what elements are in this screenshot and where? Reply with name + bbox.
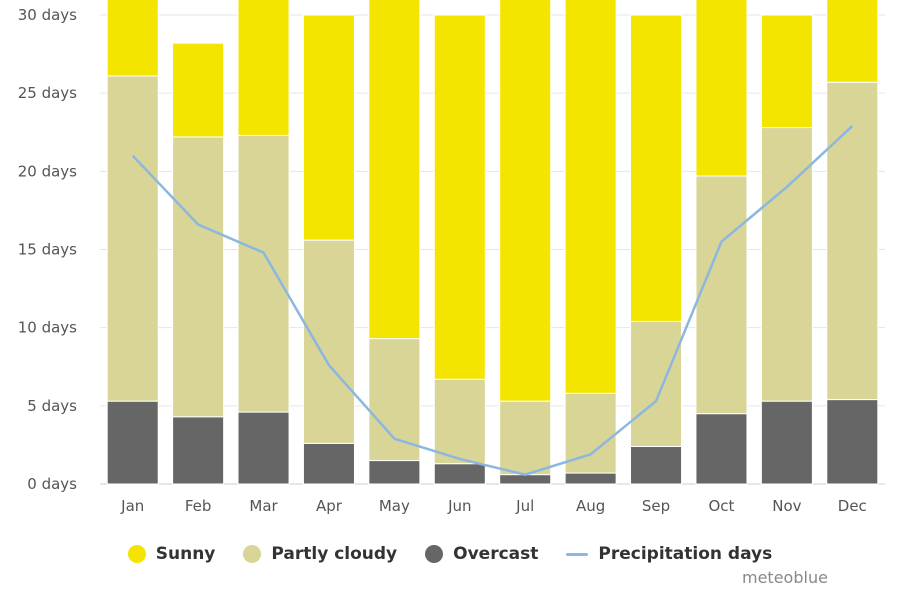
bar-sunny-oct[interactable] xyxy=(695,0,748,177)
bar-overcast-feb[interactable] xyxy=(172,416,225,485)
y-tick-label: 5 days xyxy=(27,397,77,415)
legend-item-precipitation-days[interactable]: Precipitation days xyxy=(566,544,772,564)
legend-label-partly-cloudy: Partly cloudy xyxy=(271,544,398,564)
x-tick-label: Feb xyxy=(185,497,212,515)
precipitation-line-path[interactable] xyxy=(131,125,854,476)
x-tick-label: Jan xyxy=(120,497,144,515)
bar-overcast-jul[interactable] xyxy=(499,474,552,485)
x-tick-label: Jun xyxy=(447,497,471,515)
bars xyxy=(106,0,879,485)
legend-item-overcast[interactable]: Overcast xyxy=(425,544,538,564)
bar-partly-cloudy-feb[interactable] xyxy=(172,136,225,418)
y-tick-label: 15 days xyxy=(18,241,77,259)
x-tick-label: Mar xyxy=(249,497,278,515)
bar-partly-cloudy-oct[interactable] xyxy=(695,175,748,415)
credit-text: meteoblue xyxy=(742,568,828,587)
x-tick-label: Aug xyxy=(576,497,605,515)
y-tick-label: 25 days xyxy=(18,84,77,102)
legend-item-partly-cloudy[interactable]: Partly cloudy xyxy=(243,544,397,564)
y-axis: 0 days 5 days 10 days 15 days 20 days 25 days… xyxy=(18,6,77,493)
overcast-swatch-icon xyxy=(425,545,444,563)
bar-partly-cloudy-nov[interactable] xyxy=(760,127,813,402)
precipitation-line-icon xyxy=(566,552,589,556)
bar-sunny-jun[interactable] xyxy=(433,14,486,380)
bar-partly-cloudy-jan[interactable] xyxy=(106,75,159,402)
bar-overcast-aug[interactable] xyxy=(564,472,617,485)
bar-overcast-nov[interactable] xyxy=(760,400,813,485)
bar-sunny-dec[interactable] xyxy=(826,0,879,83)
bar-sunny-jul[interactable] xyxy=(499,0,552,402)
x-tick-label: Sep xyxy=(642,497,670,515)
bar-sunny-nov[interactable] xyxy=(760,14,813,129)
y-tick-label: 0 days xyxy=(27,475,77,493)
legend: Sunny Partly cloudy Overcast Precipitati… xyxy=(0,540,900,568)
sunny-swatch-icon xyxy=(127,545,146,563)
bar-overcast-jan[interactable] xyxy=(106,400,159,485)
bar-sunny-apr[interactable] xyxy=(302,14,355,241)
bar-overcast-dec[interactable] xyxy=(826,399,879,485)
bar-overcast-mar[interactable] xyxy=(237,411,290,485)
bar-overcast-oct[interactable] xyxy=(695,413,748,485)
x-axis: Jan Feb Mar Apr May Jun Jul Aug Sep Oct Nov Dec xyxy=(120,497,867,515)
y-tick-label: 30 days xyxy=(18,6,77,24)
x-tick-label: Jul xyxy=(515,497,534,515)
x-tick-label: May xyxy=(379,497,410,515)
bar-partly-cloudy-mar[interactable] xyxy=(237,134,290,413)
bar-partly-cloudy-jun[interactable] xyxy=(433,378,486,465)
y-tick-label: 10 days xyxy=(18,319,77,337)
chart-area: 0 days 5 days 10 days 15 days 20 days 25 days… xyxy=(18,0,885,515)
legend-label-precipitation-days: Precipitation days xyxy=(598,544,773,564)
x-tick-label: Nov xyxy=(772,497,801,515)
bar-overcast-may[interactable] xyxy=(368,460,421,485)
bar-overcast-sep[interactable] xyxy=(630,445,683,485)
legend-item-sunny[interactable]: Sunny xyxy=(127,544,216,564)
y-tick-label: 20 days xyxy=(18,162,77,180)
bar-sunny-mar[interactable] xyxy=(237,0,290,136)
bar-sunny-may[interactable] xyxy=(368,0,421,340)
x-tick-label: Apr xyxy=(316,497,343,515)
bar-sunny-jan[interactable] xyxy=(106,0,159,77)
bar-partly-cloudy-may[interactable] xyxy=(368,338,421,462)
bar-partly-cloudy-sep[interactable] xyxy=(630,320,683,447)
grid-lines xyxy=(100,14,885,485)
x-tick-label: Dec xyxy=(838,497,867,515)
bar-sunny-feb[interactable] xyxy=(172,42,225,138)
bar-overcast-jun[interactable] xyxy=(433,463,486,485)
partly-cloudy-swatch-icon xyxy=(243,545,262,563)
bar-partly-cloudy-apr[interactable] xyxy=(302,239,355,444)
bar-overcast-apr[interactable] xyxy=(302,442,355,485)
legend-label-sunny: Sunny xyxy=(155,544,216,564)
bar-sunny-sep[interactable] xyxy=(630,14,683,322)
bar-sunny-aug[interactable] xyxy=(564,0,617,394)
bar-partly-cloudy-dec[interactable] xyxy=(826,81,879,401)
legend-label-overcast: Overcast xyxy=(453,544,539,564)
precipitation-line xyxy=(131,125,854,476)
bar-partly-cloudy-jul[interactable] xyxy=(499,400,552,476)
x-tick-label: Oct xyxy=(708,497,734,515)
